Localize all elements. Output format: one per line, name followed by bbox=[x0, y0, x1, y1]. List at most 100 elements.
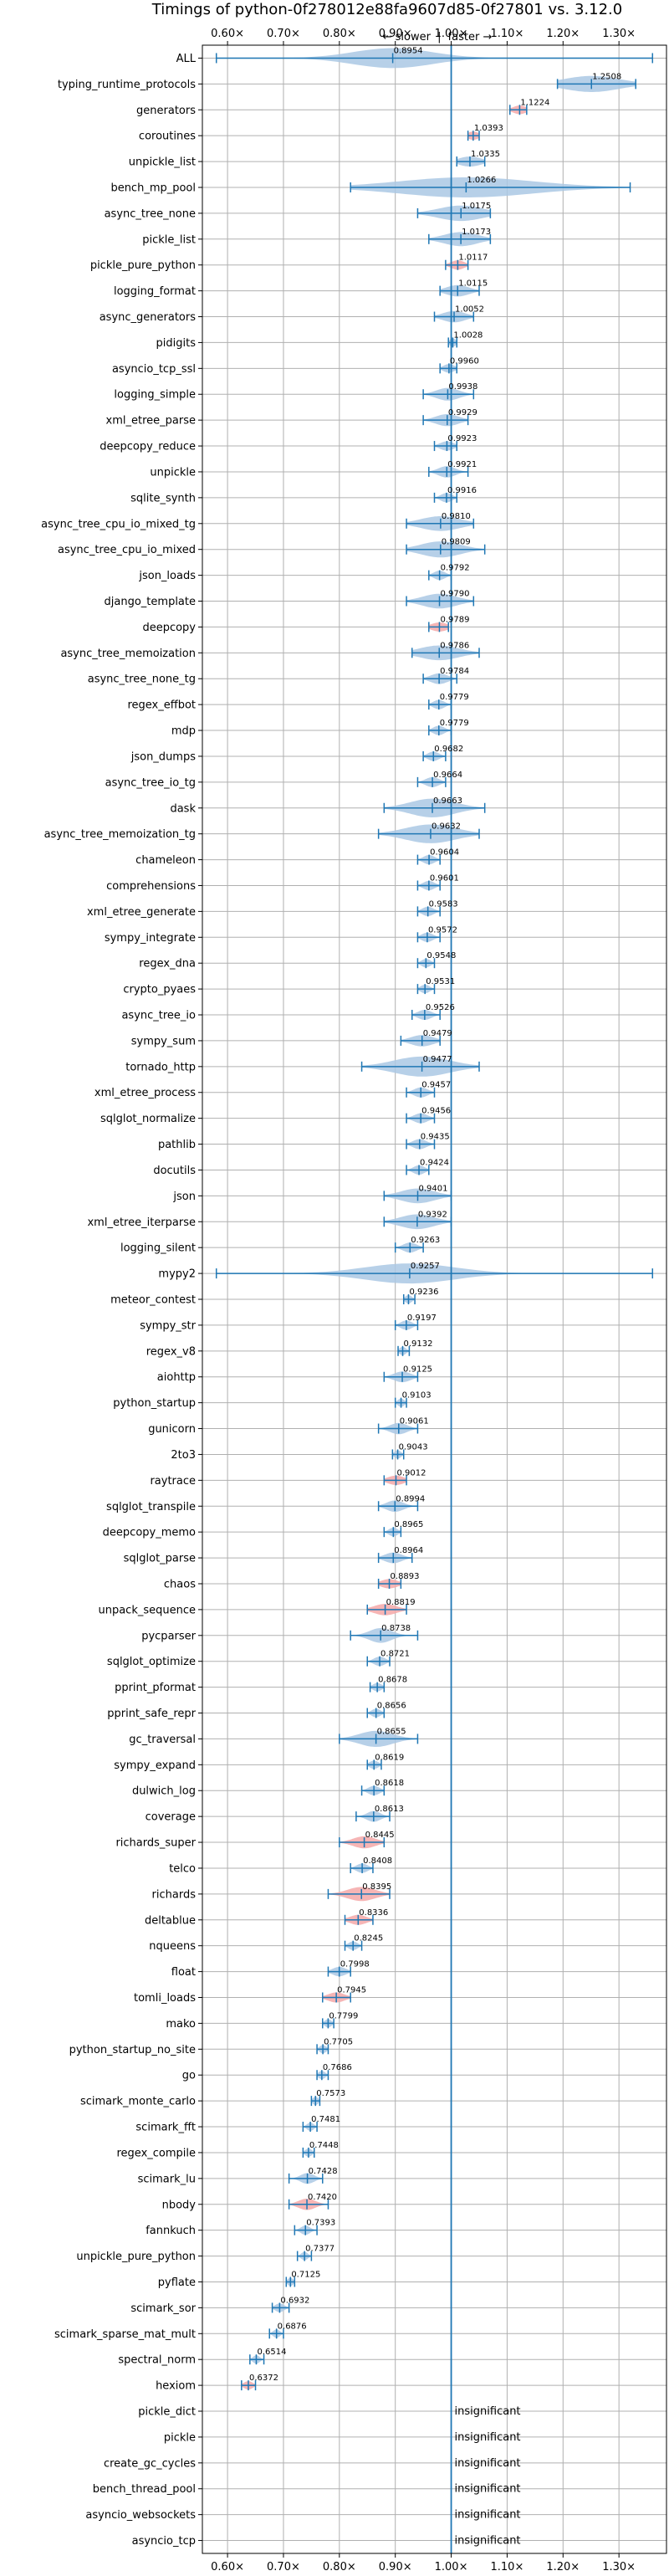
insignificant-label: insignificant bbox=[455, 2509, 521, 2522]
category-label: scimark_monte_carlo bbox=[80, 2096, 196, 2108]
category-label: tornado_http bbox=[125, 1061, 196, 1073]
category-label: richards_super bbox=[115, 1837, 196, 1850]
value-label: 0.9604 bbox=[430, 848, 459, 858]
category-label: meteor_contest bbox=[110, 1294, 196, 1307]
category-label: dask bbox=[170, 802, 196, 815]
category-label: logging_simple bbox=[114, 389, 196, 402]
value-label: 0.6876 bbox=[278, 2322, 307, 2331]
category-label: async_tree_memoization_tg bbox=[44, 828, 196, 841]
x-tick-label-top: 0.70× bbox=[267, 28, 300, 40]
direction-label: ← slower | faster → bbox=[383, 31, 493, 44]
category-label: asyncio_tcp_ssl bbox=[112, 363, 196, 376]
value-label: 0.9779 bbox=[440, 693, 469, 702]
x-tick-label-bottom: 0.60× bbox=[211, 2561, 244, 2573]
insignificant-label: insignificant bbox=[455, 2483, 521, 2496]
category-label: float bbox=[171, 1966, 196, 1979]
category-label: ALL bbox=[176, 53, 197, 65]
value-label: 0.7420 bbox=[308, 2193, 337, 2202]
category-label: bench_thread_pool bbox=[93, 2483, 196, 2496]
category-label: deltablue bbox=[145, 1914, 196, 1927]
category-label: regex_dna bbox=[139, 958, 196, 970]
x-tick-label-bottom: 1.30× bbox=[602, 2561, 636, 2573]
x-tick-label-top: 0.90× bbox=[379, 28, 412, 40]
value-label: 0.8893 bbox=[391, 1572, 420, 1581]
category-label: comprehensions bbox=[106, 880, 196, 893]
category-label: create_gc_cycles bbox=[104, 2457, 196, 2470]
category-label: async_tree_io bbox=[121, 1010, 196, 1022]
value-label: 0.9784 bbox=[440, 667, 469, 676]
x-tick-label-top: 1.00× bbox=[435, 28, 468, 40]
value-label: 0.8678 bbox=[378, 1676, 407, 1685]
category-label: asyncio_websockets bbox=[85, 2509, 196, 2522]
value-label: 0.9548 bbox=[426, 951, 456, 960]
value-label: 0.9197 bbox=[407, 1314, 437, 1323]
category-label: sympy_integrate bbox=[105, 932, 196, 945]
value-label: 0.8618 bbox=[375, 1779, 404, 1788]
x-tick-label-top: 0.80× bbox=[323, 28, 356, 40]
category-label: async_tree_memoization bbox=[60, 648, 196, 660]
category-label: pickle bbox=[164, 2431, 196, 2444]
value-label: 0.9012 bbox=[396, 1468, 426, 1477]
category-label: deepcopy_memo bbox=[103, 1527, 196, 1539]
category-label: regex_compile bbox=[116, 2147, 196, 2159]
category-label: sqlglot_normalize bbox=[100, 1113, 196, 1125]
category-label: xml_etree_process bbox=[94, 1087, 196, 1099]
value-label: 0.9236 bbox=[409, 1288, 438, 1297]
value-label: 0.8408 bbox=[363, 1856, 392, 1866]
faster-label: faster → bbox=[448, 31, 493, 44]
category-label: sqlglot_optimize bbox=[107, 1656, 196, 1668]
value-label: 0.9923 bbox=[447, 434, 477, 443]
category-label: pickle_list bbox=[142, 233, 196, 246]
value-label: 0.9632 bbox=[432, 822, 461, 832]
category-label: xml_etree_parse bbox=[106, 415, 196, 428]
value-label: 0.9043 bbox=[399, 1442, 428, 1452]
value-label: 0.8445 bbox=[365, 1831, 395, 1840]
category-label: sympy_str bbox=[140, 1319, 196, 1332]
value-label: 0.9790 bbox=[441, 590, 470, 599]
category-label: scimark_fft bbox=[135, 2122, 196, 2134]
value-label: 0.8954 bbox=[394, 46, 423, 55]
x-tick-label-bottom: 0.70× bbox=[267, 2561, 300, 2573]
category-label: fannkuch bbox=[146, 2225, 196, 2237]
category-label: raytrace bbox=[150, 1475, 196, 1488]
value-label: 0.9401 bbox=[419, 1184, 448, 1193]
value-label: 0.9531 bbox=[426, 977, 455, 986]
value-label: 0.9061 bbox=[400, 1417, 429, 1426]
value-label: 0.9663 bbox=[433, 796, 462, 806]
category-label: python_startup_no_site bbox=[69, 2044, 196, 2056]
category-label: json_loads bbox=[138, 570, 196, 582]
value-label: 0.8964 bbox=[394, 1546, 423, 1555]
category-label: async_tree_none_tg bbox=[88, 673, 196, 686]
value-label: 0.6932 bbox=[280, 2296, 309, 2305]
value-label: 0.9457 bbox=[421, 1081, 451, 1090]
category-label: nqueens bbox=[149, 1940, 196, 1953]
value-label: 1.0117 bbox=[458, 254, 488, 263]
value-label: 0.7799 bbox=[329, 2011, 358, 2020]
category-label: asyncio_tcp bbox=[132, 2535, 196, 2548]
plot-frame bbox=[202, 44, 667, 2554]
category-label: async_tree_io_tg bbox=[105, 776, 196, 789]
value-label: 0.8819 bbox=[386, 1598, 416, 1607]
value-label: 0.9424 bbox=[420, 1158, 449, 1167]
value-label: 0.9125 bbox=[403, 1365, 432, 1375]
category-label: mako bbox=[166, 2018, 196, 2031]
category-label: async_generators bbox=[100, 311, 197, 324]
value-label: 0.8613 bbox=[375, 1805, 404, 1814]
value-label: 1.0052 bbox=[455, 305, 484, 315]
value-label: 0.7125 bbox=[291, 2270, 320, 2279]
value-label: 0.8965 bbox=[394, 1520, 423, 1529]
value-label: 0.7705 bbox=[324, 2037, 353, 2046]
slower-label: ← slower bbox=[383, 31, 432, 44]
value-label: 1.0173 bbox=[462, 228, 491, 237]
value-label: 0.9810 bbox=[442, 512, 471, 521]
value-label: 0.9435 bbox=[421, 1133, 450, 1142]
value-label: 0.9682 bbox=[434, 745, 463, 754]
value-label: 0.9479 bbox=[423, 1029, 452, 1038]
category-label: sqlglot_transpile bbox=[106, 1501, 196, 1513]
value-label: 0.8721 bbox=[380, 1650, 410, 1659]
category-label: sympy_sum bbox=[131, 1035, 196, 1047]
x-tick-label-top: 0.60× bbox=[211, 28, 244, 40]
category-label: logging_silent bbox=[120, 1242, 196, 1255]
category-label: typing_runtime_protocols bbox=[58, 79, 196, 91]
